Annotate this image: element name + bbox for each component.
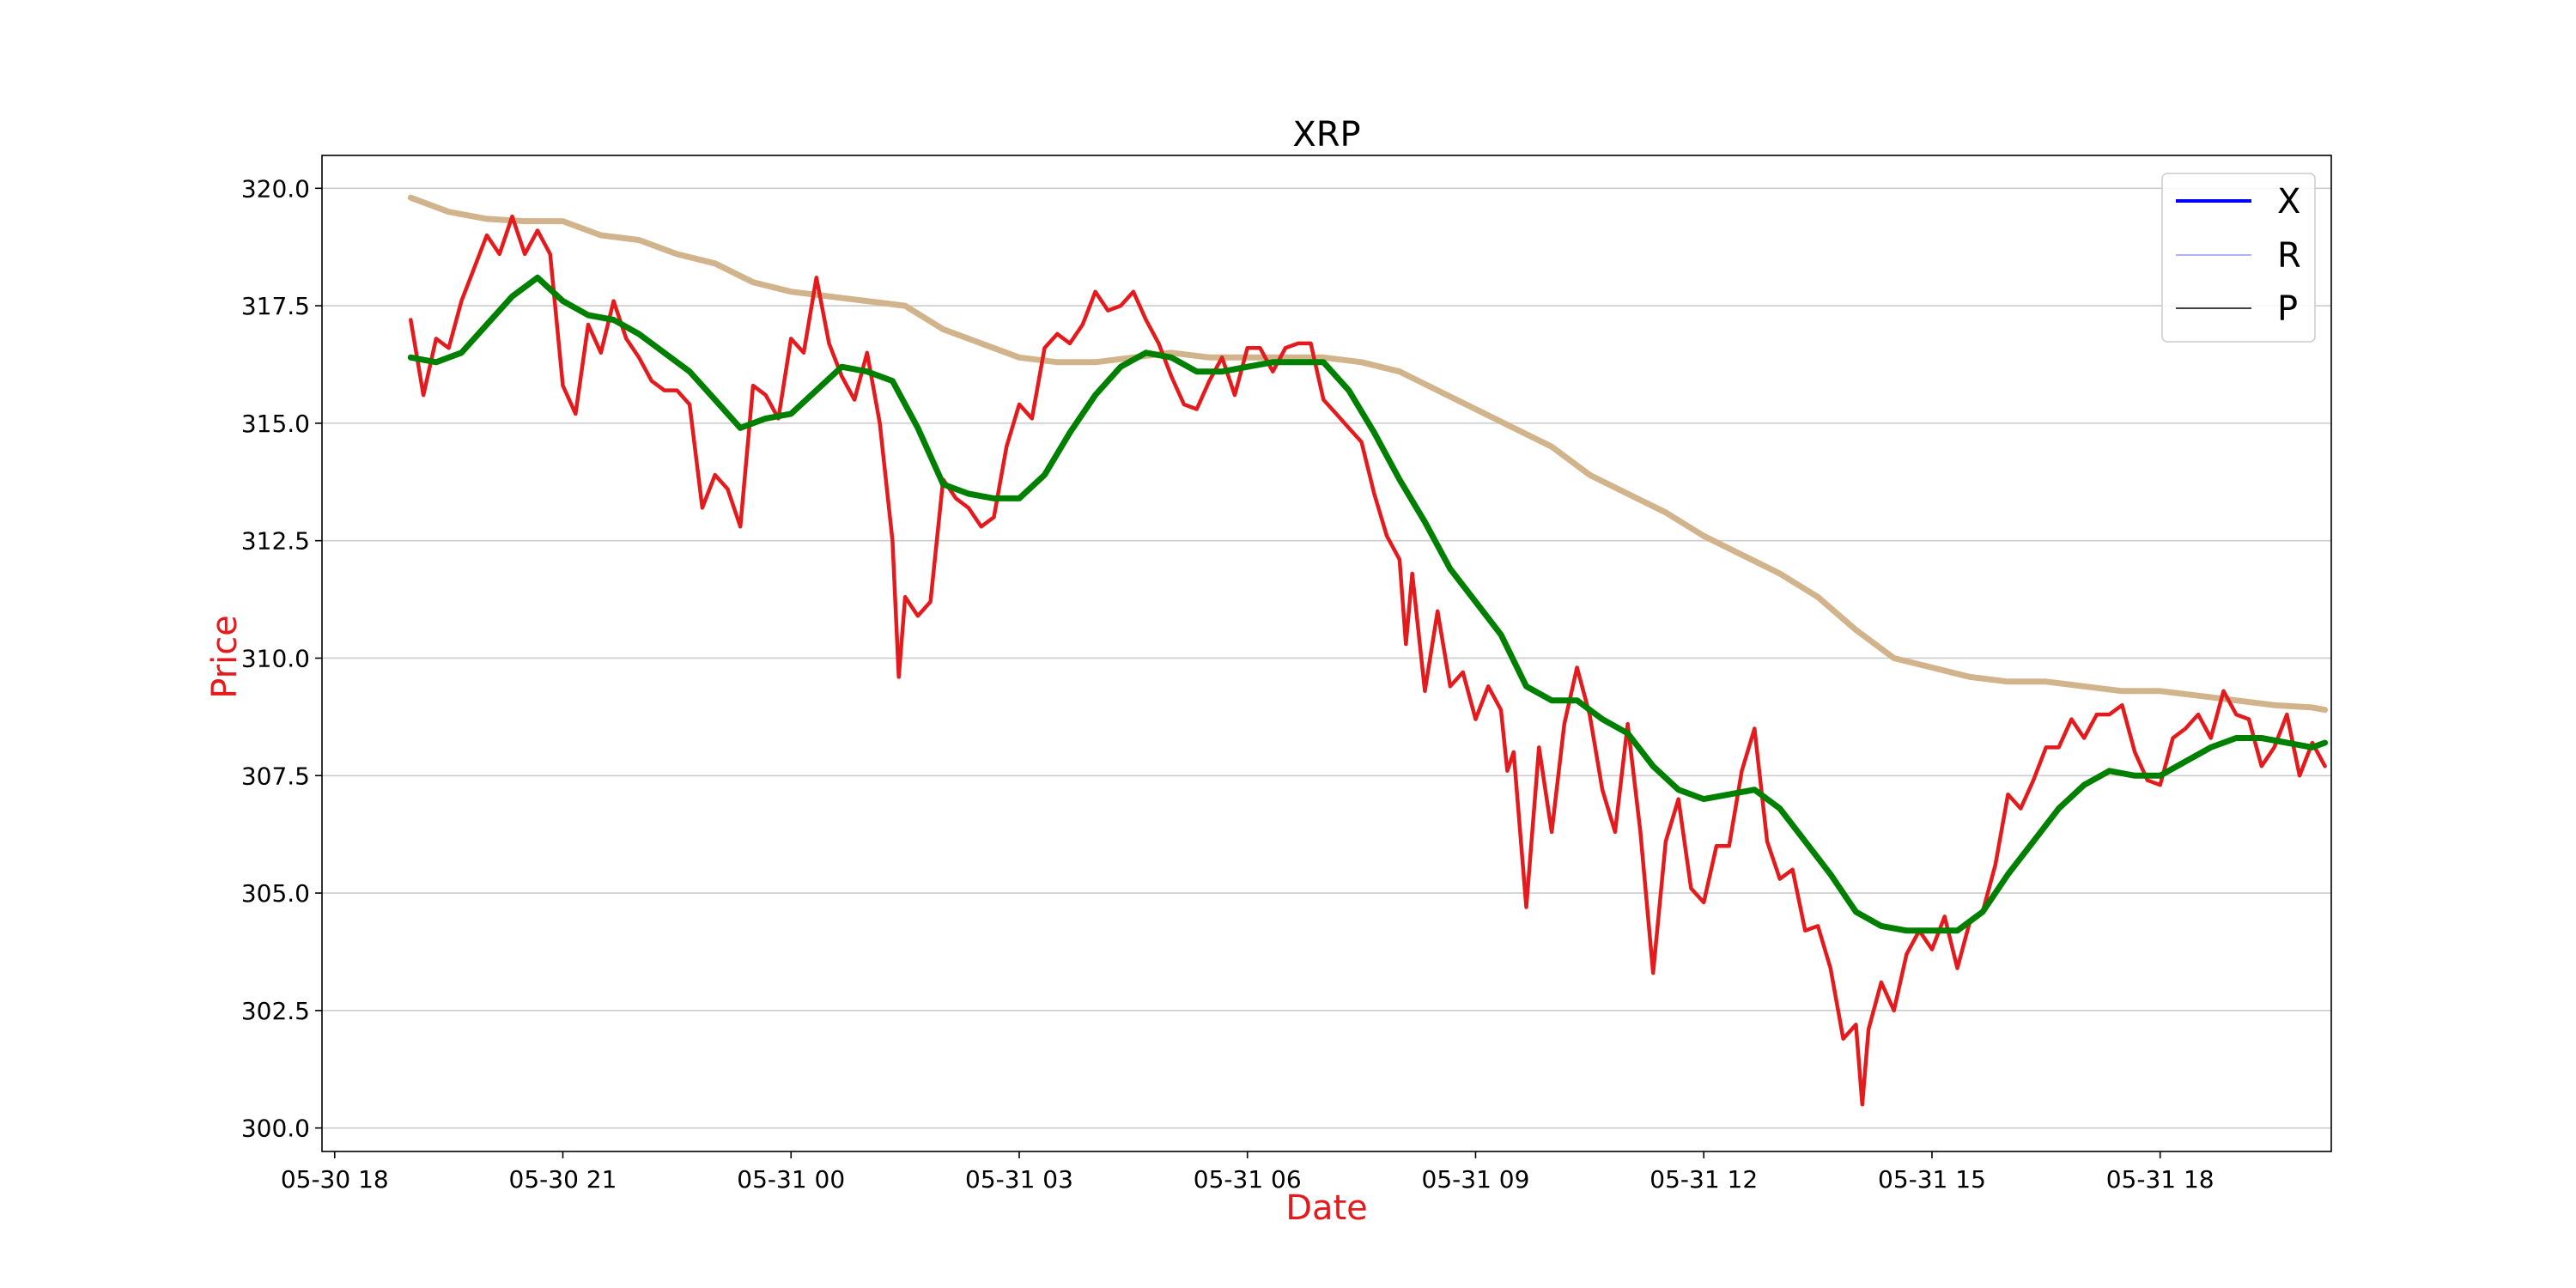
y-axis-label: Price [205,615,245,699]
chart-title: XRP [1292,115,1360,155]
x-axis-label: Date [1285,1188,1368,1228]
legend-box [2161,173,2316,343]
x-tick-label: 05-31 09 [1422,1165,1530,1194]
price-line [409,214,2327,1107]
x-tick-label: 05-31 03 [965,1165,1073,1194]
y-tick-label: 312.5 [241,527,310,556]
short-moving-average-line [407,274,2329,934]
y-tick-label: 302.5 [241,997,310,1025]
x-tick-label: 05-31 12 [1649,1165,1758,1194]
legend-label-r: R [2277,236,2301,276]
long-moving-average-line [407,194,2329,714]
x-tick-label: 05-31 00 [737,1165,845,1194]
x-tick-label: 05-31 18 [2106,1165,2215,1194]
y-tick-label: 307.5 [241,762,310,790]
y-tick-label: 300.0 [241,1115,310,1143]
x-tick-label: 05-30 18 [281,1165,389,1194]
y-tick-label: 310.0 [241,644,310,672]
y-tick-label: 317.5 [241,292,310,320]
y-tick-label: 315.0 [241,410,310,438]
x-tick-label: 05-30 21 [509,1165,617,1194]
legend-label-p: P [2277,289,2298,329]
legend: X R P [2161,173,2316,343]
y-axis: 300.0 302.5 305.0 307.5 310.0 312.5 315.0 317.5… [241,174,322,1143]
y-tick-label: 305.0 [241,879,310,908]
x-tick-label: 05-31 15 [1878,1165,1986,1194]
plot-frame [321,155,2332,1152]
grid-layer [322,187,2331,1129]
x-axis: 05-30 18 05-30 21 05-31 00 05-31 03 05-31 06… [281,1151,2215,1194]
x-tick-label: 05-31 06 [1194,1165,1302,1194]
y-tick-label: 320.0 [241,174,310,203]
legend-label-x: X [2277,182,2300,222]
series-layer [407,194,2329,1107]
